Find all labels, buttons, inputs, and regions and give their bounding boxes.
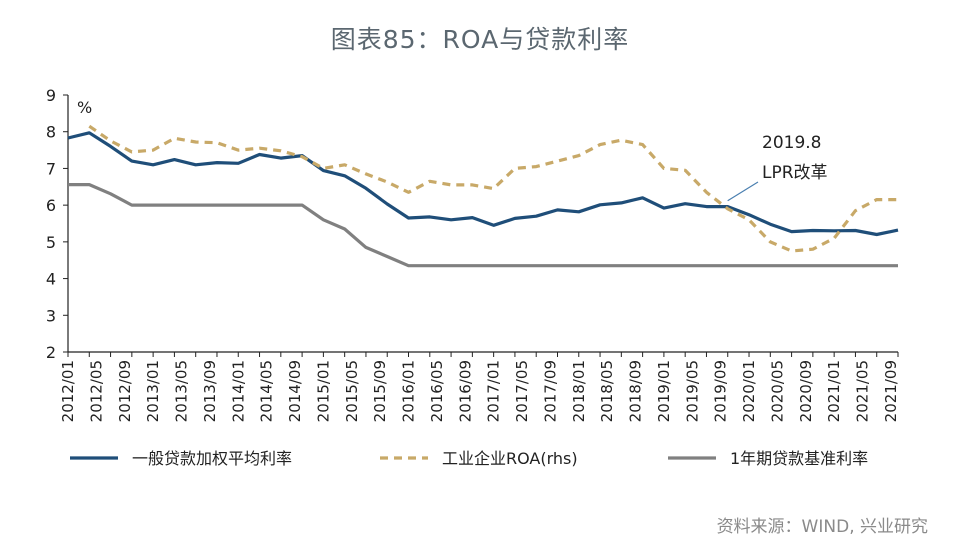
x-tick-label: 2015/05 bbox=[343, 360, 361, 422]
series-line-1 bbox=[88, 124, 898, 253]
x-axis: 2012/01 2012/05 2012/09 2013/01 2013/05 2013/… bbox=[59, 351, 900, 422]
y-tick-label: 5 bbox=[46, 233, 56, 252]
annotation-date: 2019.8 bbox=[762, 133, 821, 153]
y-tick-label: 4 bbox=[46, 270, 56, 289]
x-tick-label: 2019/05 bbox=[683, 360, 701, 422]
y-tick-label: 7 bbox=[46, 159, 56, 178]
x-tick-label: 2014/09 bbox=[286, 360, 304, 422]
series-layer bbox=[67, 124, 899, 268]
x-tick-label: 2018/01 bbox=[570, 360, 588, 422]
x-tick-label: 2018/05 bbox=[598, 360, 616, 422]
annotation: 2019.8 LPR改革 bbox=[727, 133, 828, 202]
x-tick-label: 2013/05 bbox=[173, 360, 191, 422]
x-tick-label: 2014/05 bbox=[258, 360, 276, 422]
source-note: 资料来源：WIND, 兴业研究 bbox=[716, 517, 928, 537]
y-tick-label: 6 bbox=[46, 196, 56, 215]
x-tick-label: 2020/09 bbox=[797, 360, 815, 422]
legend-label-1: 工业企业ROA(rhs) bbox=[442, 449, 578, 468]
y-tick-label: 3 bbox=[46, 306, 56, 325]
x-tick-label: 2018/09 bbox=[627, 360, 645, 422]
annotation-label: LPR改革 bbox=[762, 163, 828, 183]
y-tick-label: 8 bbox=[46, 123, 56, 142]
series-line-0 bbox=[67, 131, 899, 237]
y-unit-label: % bbox=[77, 98, 92, 117]
x-tick-label: 2021/01 bbox=[825, 360, 843, 422]
legend-label-0: 一般贷款加权平均利率 bbox=[132, 449, 292, 468]
x-tick-label: 2016/05 bbox=[428, 360, 446, 422]
x-tick-label: 2019/09 bbox=[712, 360, 730, 422]
x-tick-label: 2013/01 bbox=[144, 360, 162, 422]
x-tick-label: 2016/01 bbox=[400, 360, 418, 422]
x-tick-label: 2012/05 bbox=[87, 360, 105, 422]
x-tick-label: 2021/09 bbox=[882, 360, 900, 422]
x-tick-label: 2021/05 bbox=[854, 360, 872, 422]
chart-title: 图表85：ROA与贷款利率 bbox=[330, 25, 630, 54]
x-tick-label: 2020/01 bbox=[740, 360, 758, 422]
x-tick-label: 2019/01 bbox=[655, 360, 673, 422]
x-tick-label: 2016/09 bbox=[456, 360, 474, 422]
series-line-2 bbox=[68, 183, 898, 268]
x-tick-label: 2020/05 bbox=[768, 360, 786, 422]
x-tick-label: 2017/05 bbox=[513, 360, 531, 422]
x-tick-label: 2014/01 bbox=[229, 360, 247, 422]
x-tick-label: 2017/09 bbox=[541, 360, 559, 422]
x-tick-label: 2015/09 bbox=[371, 360, 389, 422]
legend-label-2: 1年期贷款基准利率 bbox=[730, 449, 868, 468]
annotation-pointer bbox=[727, 181, 759, 202]
x-tick-label: 2012/01 bbox=[59, 360, 77, 422]
y-axis: 2 3 4 5 6 7 8 9% bbox=[46, 86, 92, 362]
legend: 一般贷款加权平均利率 工业企业ROA(rhs) 1年期贷款基准利率 bbox=[70, 449, 868, 468]
x-tick-label: 2015/01 bbox=[314, 360, 332, 422]
x-tick-label: 2017/01 bbox=[485, 360, 503, 422]
y-tick-label: 2 bbox=[46, 343, 56, 362]
x-tick-label: 2013/09 bbox=[201, 360, 219, 422]
y-tick-label: 9 bbox=[46, 86, 56, 105]
x-tick-label: 2012/09 bbox=[116, 360, 134, 422]
